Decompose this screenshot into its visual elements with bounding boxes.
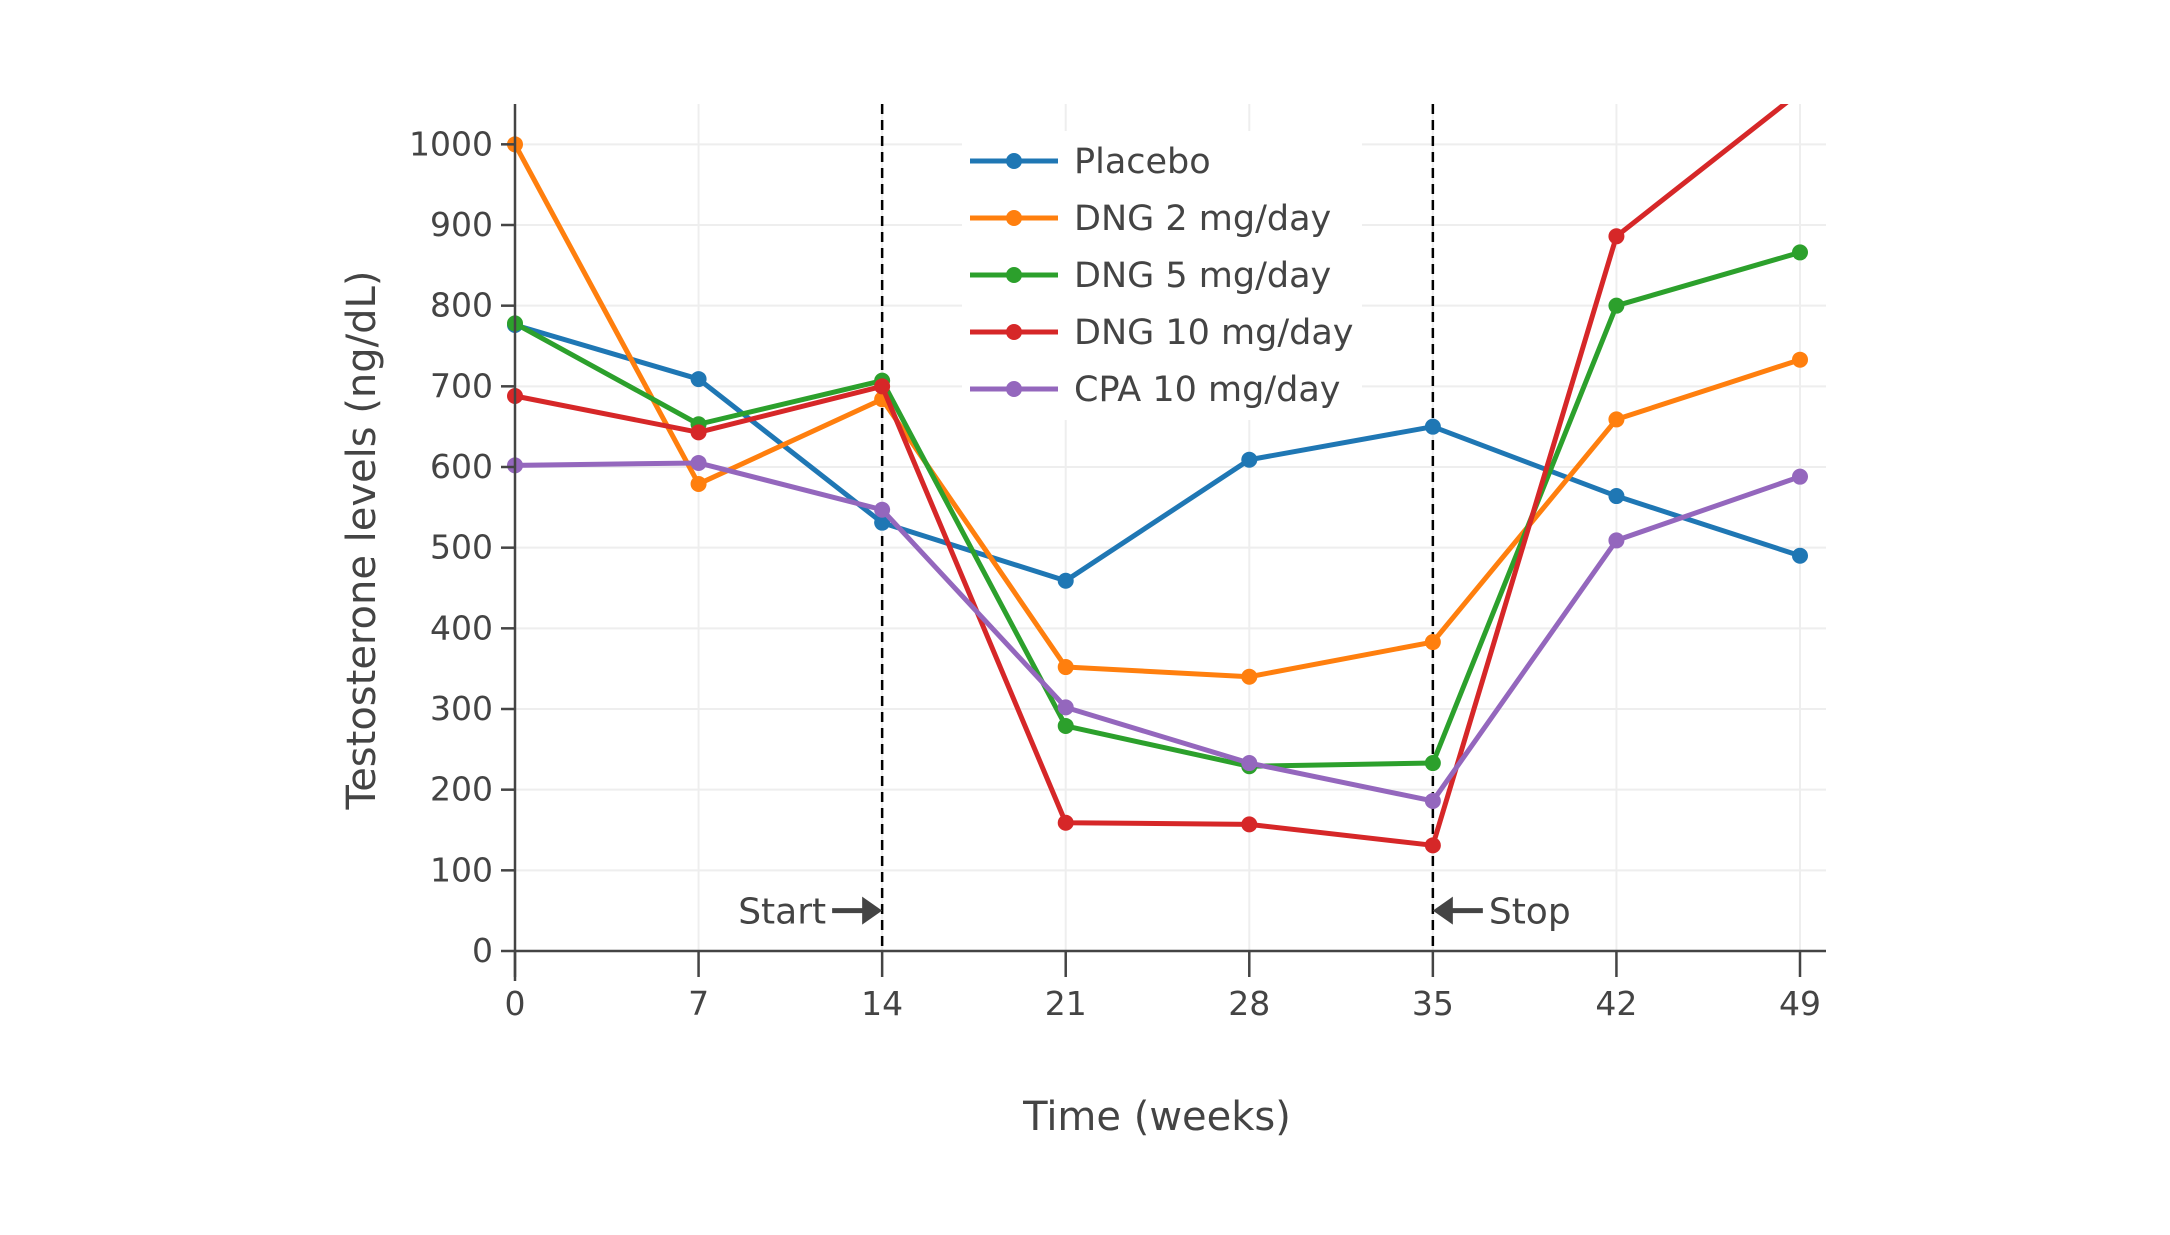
x-tick-label: 7: [688, 984, 709, 1023]
data-point: [1057, 572, 1074, 589]
data-point: [874, 501, 891, 518]
data-point: [874, 378, 891, 395]
annotation-label: Stop: [1489, 892, 1571, 933]
x-axis-title: Time (weeks): [1022, 1094, 1291, 1140]
data-point: [1608, 488, 1625, 505]
legend-marker: [1006, 267, 1022, 283]
data-point: [1057, 717, 1074, 734]
arrow-right-icon: [862, 896, 883, 925]
series-group: [507, 104, 1808, 854]
axes: [501, 104, 1826, 981]
series-line: [514, 460, 1801, 804]
data-point: [690, 475, 707, 492]
data-point: [1241, 451, 1258, 468]
legend-label: DNG 10 mg/day: [1074, 313, 1354, 353]
y-tick-label: 700: [430, 366, 493, 405]
data-point: [1424, 418, 1441, 435]
data-point: [1608, 297, 1625, 314]
legend-marker: [1006, 381, 1022, 397]
legend-label: CPA 10 mg/day: [1074, 370, 1341, 410]
annotations: Start Stop: [738, 892, 1571, 933]
y-axis-title: Testosterone levels (ng/dL): [339, 271, 385, 811]
y-tick-label: 100: [430, 850, 493, 889]
data-point: [1241, 816, 1258, 833]
y-tick-label: 800: [430, 286, 493, 325]
x-tick-label: 21: [1045, 984, 1087, 1023]
y-tick-label: 500: [430, 528, 493, 567]
data-point: [1608, 228, 1625, 245]
data-point: [1057, 659, 1074, 676]
series-2: [507, 244, 1808, 775]
annotation-start: Start: [738, 892, 883, 933]
data-point: [1241, 755, 1258, 772]
data-point: [1241, 668, 1258, 685]
y-tick-label: 200: [430, 770, 493, 809]
annotation-label: Start: [738, 892, 826, 933]
legend-label: DNG 5 mg/day: [1074, 256, 1331, 296]
data-point: [1608, 411, 1625, 428]
series-line: [514, 322, 1801, 584]
data-point: [1792, 351, 1808, 368]
x-tick-label: 35: [1412, 984, 1454, 1023]
legend-label: Placebo: [1074, 142, 1211, 182]
x-tick-label: 42: [1595, 984, 1637, 1023]
series-0: [507, 317, 1808, 589]
legend-label: DNG 2 mg/day: [1074, 199, 1331, 239]
data-point: [690, 424, 707, 441]
data-point: [1792, 468, 1808, 485]
tick-labels: 0 100 200 300 400 500 600 700 800 900 1000 0 7 14 21 28…: [409, 124, 1821, 1023]
y-tick-label: 300: [430, 689, 493, 728]
arrow-left-icon: [1432, 896, 1453, 925]
data-point: [1057, 814, 1074, 831]
data-point: [1424, 792, 1441, 809]
y-tick-label: 600: [430, 447, 493, 486]
data-point: [1057, 699, 1074, 716]
legend-marker: [1006, 324, 1022, 340]
series-3: [507, 104, 1789, 854]
x-tick-label: 49: [1779, 984, 1821, 1023]
legend-marker: [1006, 153, 1022, 169]
data-point: [1792, 244, 1808, 261]
data-point: [690, 454, 707, 471]
data-point: [874, 514, 891, 531]
y-tick-label: 400: [430, 608, 493, 647]
series-4: [507, 454, 1808, 809]
data-point: [1792, 547, 1808, 564]
x-tick-label: 0: [505, 984, 526, 1023]
y-tick-label: 900: [430, 205, 493, 244]
legend: Placebo DNG 2 mg/day DNG 5 mg/day DNG 10 mg…: [970, 142, 1354, 410]
data-point: [1608, 532, 1625, 549]
x-tick-label: 28: [1228, 984, 1270, 1023]
y-tick-label: 0: [472, 931, 493, 970]
series-line: [514, 104, 1789, 848]
data-point: [690, 371, 707, 388]
annotation-stop: Stop: [1432, 892, 1571, 933]
series-line: [513, 250, 1801, 769]
y-tick-label: 1000: [409, 124, 493, 163]
legend-marker: [1006, 210, 1022, 226]
data-point: [1424, 755, 1441, 772]
x-tick-label: 14: [861, 984, 903, 1023]
data-point: [1424, 634, 1441, 651]
data-point: [1424, 837, 1441, 854]
